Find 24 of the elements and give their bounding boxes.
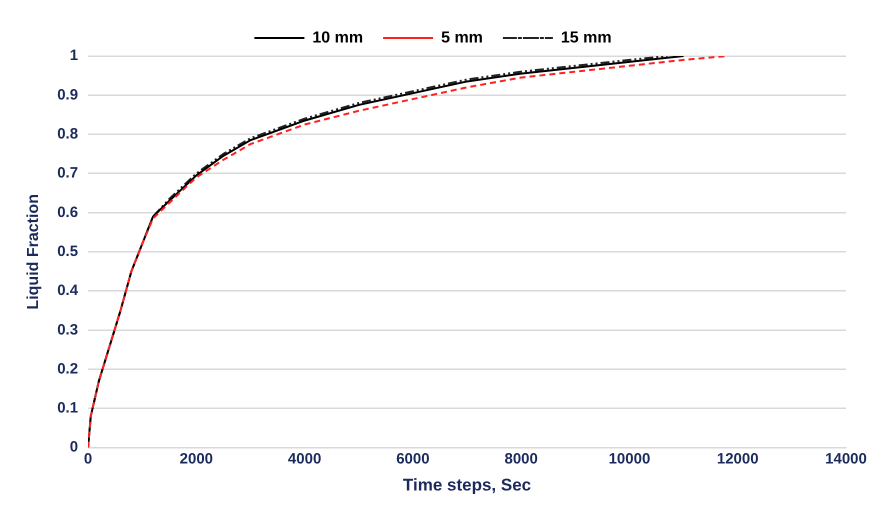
x-tick-label: 10000 (608, 450, 650, 468)
y-tick-label: 0.9 (57, 86, 78, 104)
y-axis-title: Liquid Fraction (25, 194, 42, 310)
y-tick-label: 0.5 (57, 242, 78, 260)
x-axis-title: Time steps, Sec (402, 475, 532, 494)
x-tick-label: 0 (84, 450, 92, 468)
y-tick-label: 0.6 (57, 204, 78, 221)
legend-label: 15 mm (560, 29, 612, 46)
x-tick-label: 14000 (825, 450, 867, 468)
y-tick-label: 0.7 (57, 164, 78, 182)
y-tick-label: 1 (70, 47, 78, 64)
y-tick-label: 0 (70, 438, 78, 456)
y-tick-label: 0.4 (57, 282, 79, 300)
y-tick-label: 0.1 (57, 400, 78, 417)
x-tick-label: 2000 (180, 450, 214, 468)
y-tick-label: 0.2 (57, 360, 78, 378)
legend-label: 5 mm (441, 29, 483, 46)
x-tick-label: 12000 (716, 450, 759, 468)
y-tick-label: 0.3 (57, 321, 78, 338)
x-tick-label: 6000 (396, 450, 430, 468)
x-tick-label: 8000 (504, 450, 538, 468)
y-tick-label: 0.8 (57, 125, 78, 142)
x-tick-label: 4000 (288, 450, 322, 468)
legend-label: 10 mm (312, 29, 364, 46)
